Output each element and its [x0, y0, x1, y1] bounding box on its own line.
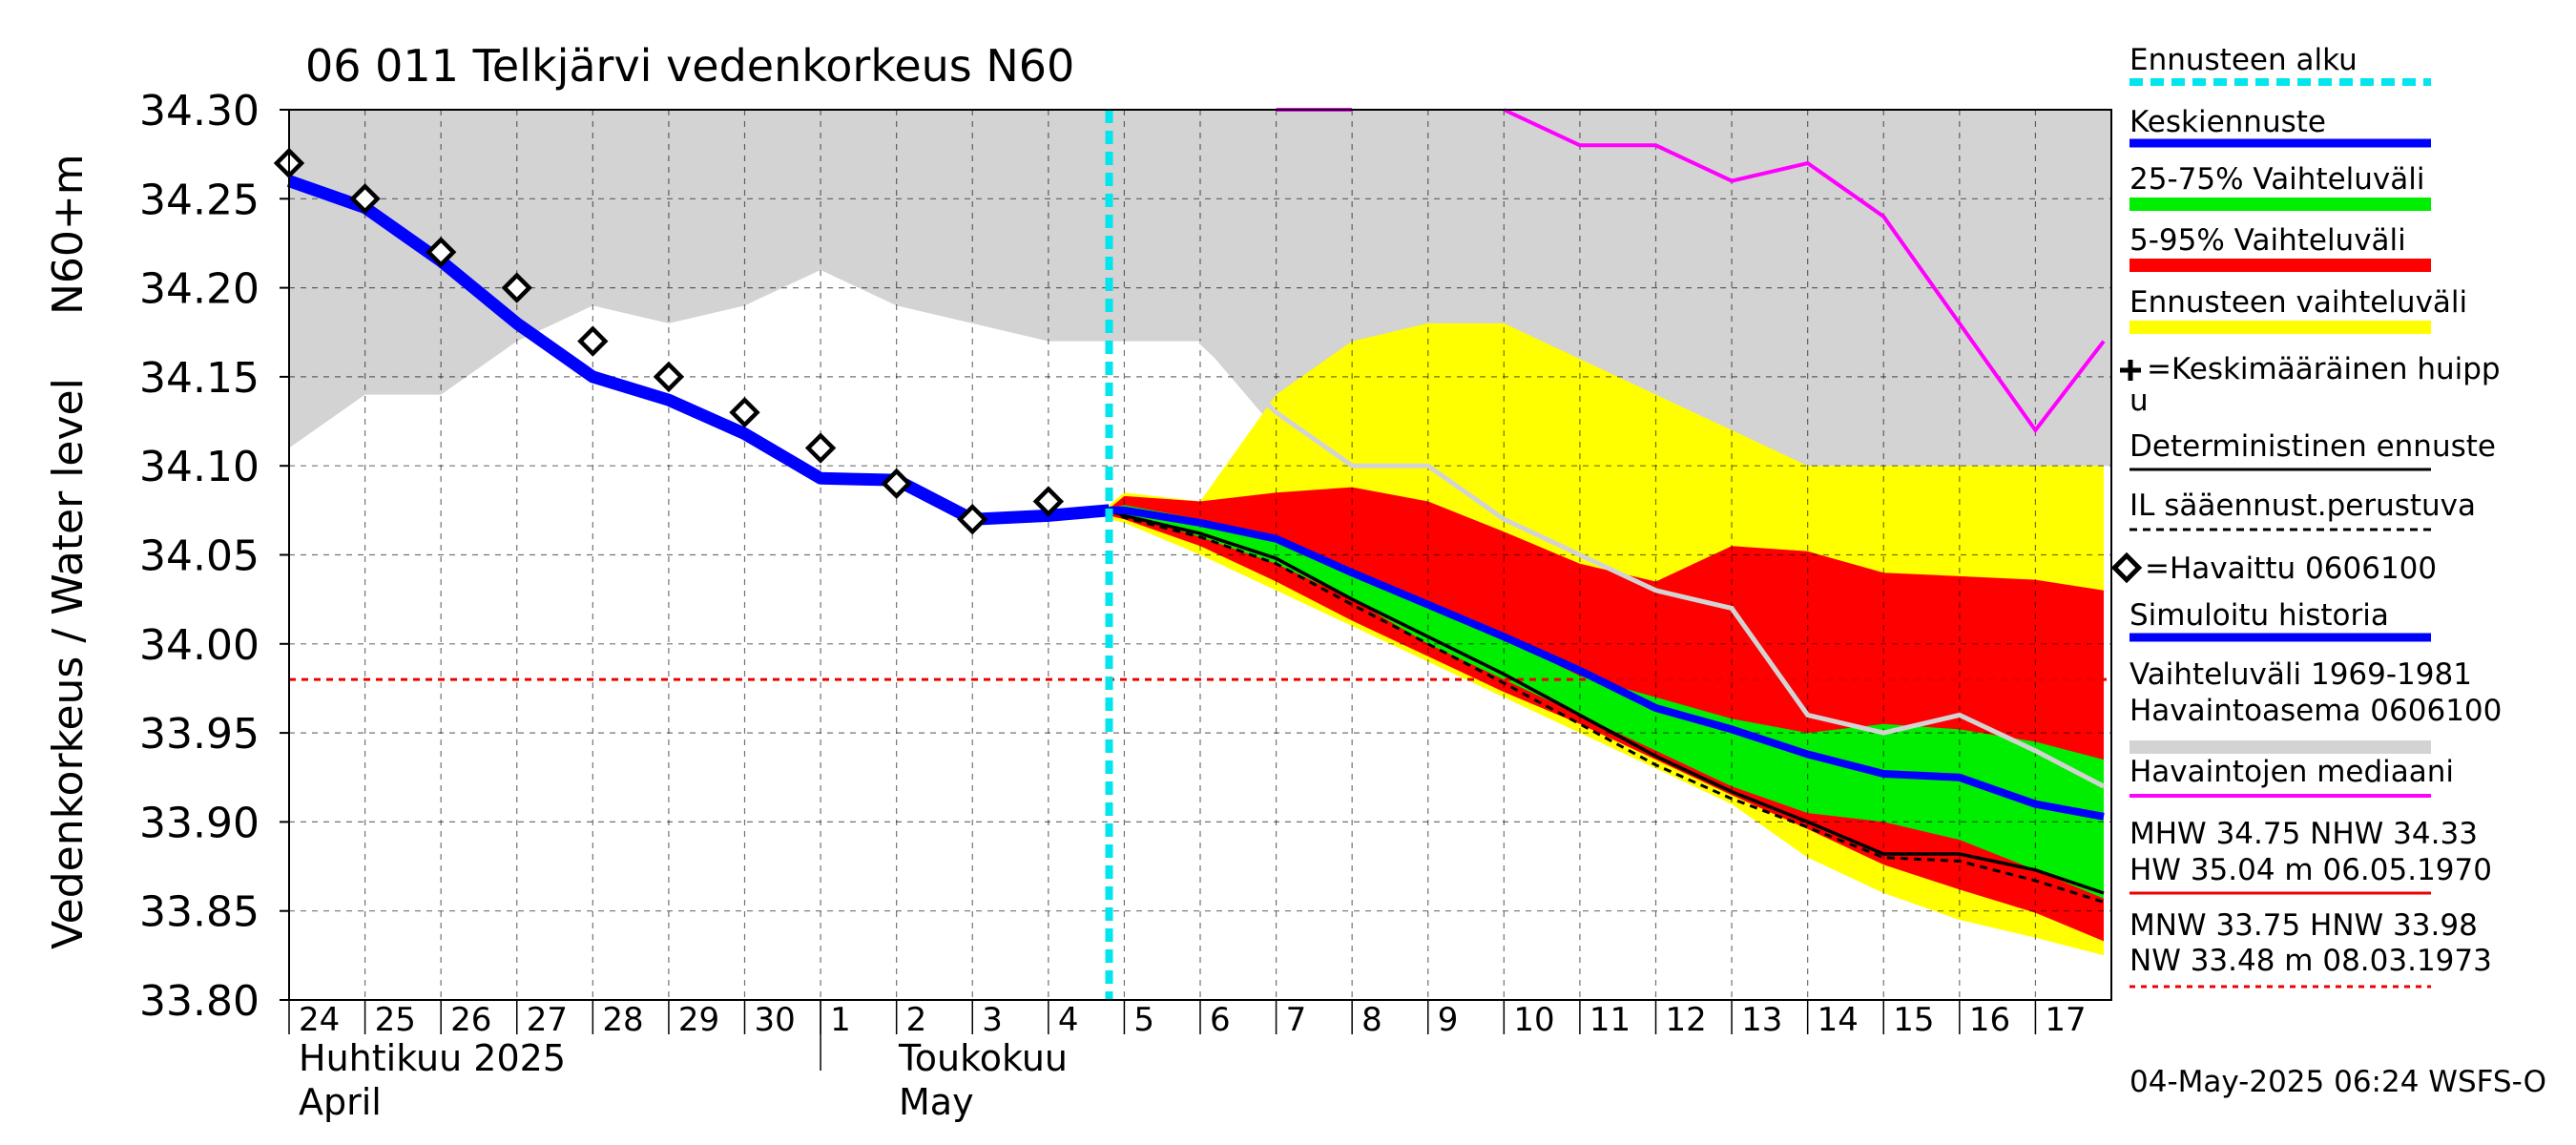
observed-point — [881, 468, 912, 500]
band-25-75 — [1109, 505, 2104, 899]
x-tick-label: 28 — [602, 1001, 643, 1039]
x-tick-label: 1 — [830, 1001, 851, 1039]
legend-stats-low-1: MNW 33.75 HNW 33.98 — [2129, 908, 2478, 943]
observed-points-layer — [273, 147, 1065, 535]
legend-median: Keskiennuste — [2129, 105, 2326, 139]
x-tick-label: 13 — [1741, 1001, 1782, 1039]
observed-point — [501, 272, 532, 303]
x-tick-label: 24 — [299, 1001, 340, 1039]
y-tick-label: 34.25 — [139, 176, 260, 224]
il-forecast-line — [1108, 509, 2105, 904]
legend-history-range: Vaihteluväli 1969-1981 — [2129, 657, 2472, 692]
median-forecast-line — [1109, 506, 2105, 821]
diamond-marker-icon — [2110, 552, 2143, 584]
x-tick-label: 11 — [1589, 1001, 1631, 1039]
x-tick-label: 17 — [2045, 1001, 2086, 1039]
y-tick-label: 33.95 — [139, 710, 260, 759]
legend-history-station: Havaintoasema 0606100 — [2129, 694, 2502, 728]
y-tick-label: 34.30 — [139, 87, 260, 135]
y-tick-label: 34.10 — [139, 443, 260, 491]
x-tick-label: 4 — [1058, 1001, 1079, 1039]
y-axis-unit: N60+m — [44, 154, 93, 315]
legend-forecast-start: Ennusteen alku — [2129, 43, 2358, 77]
x-tick-label: 6 — [1210, 1001, 1231, 1039]
x-tick-label: 10 — [1513, 1001, 1554, 1039]
footer-timestamp: 04-May-2025 06:24 WSFS-O — [2129, 1065, 2546, 1099]
y-tick-label: 34.05 — [139, 532, 260, 581]
history-max-line — [1503, 108, 2106, 434]
legend-stats-high-2: HW 35.04 m 06.05.1970 — [2129, 853, 2492, 887]
legend-mean-peak: =Keskimääräinen huipp — [2147, 352, 2501, 386]
plus-marker-icon — [2120, 360, 2141, 381]
history-median-line — [1198, 339, 2106, 789]
lines-layer — [286, 108, 2111, 1000]
legend-il: IL sääennust.perustuva — [2129, 489, 2476, 523]
x-tick-label: 7 — [1286, 1001, 1307, 1039]
legend-25-75: 25-75% Vaihteluväli — [2129, 162, 2425, 197]
x-tick-label: 8 — [1361, 1001, 1382, 1039]
y-tick-label: 34.00 — [139, 621, 260, 670]
legend-stats-low-2: NW 33.48 m 08.03.1973 — [2129, 944, 2492, 978]
x-axis-ticks: 24 25 26 27 28 29 30 1 2 3 4 5 6 7 8 9 10 11 12 13 14 15 16 17 — [288, 1000, 2087, 1071]
x-tick-label: 26 — [450, 1001, 491, 1039]
x-tick-label: 29 — [678, 1001, 719, 1039]
observed-point — [729, 397, 760, 428]
month1-en: April — [299, 1081, 382, 1123]
observed-point — [804, 432, 837, 464]
legend-5-95: 5-95% Vaihteluväli — [2129, 223, 2406, 258]
month2-en: May — [899, 1081, 974, 1123]
observed-point — [1032, 486, 1065, 517]
y-tick-label: 34.20 — [139, 265, 260, 314]
x-tick-label: 16 — [1969, 1001, 2010, 1039]
legend-history-median: Havaintojen mediaani — [2129, 755, 2454, 789]
y-tick-label: 33.80 — [139, 977, 260, 1026]
observed-point — [349, 183, 381, 215]
legend-simulated-history: Simuloitu historia — [2129, 598, 2389, 633]
legend-observed: =Havaittu 0606100 — [2145, 552, 2437, 586]
x-tick-label: 30 — [755, 1001, 796, 1039]
y-axis-label: Vedenkorkeus / Water level — [44, 378, 93, 949]
x-tick-label: 3 — [982, 1001, 1003, 1039]
month1-fi: Huhtikuu 2025 — [299, 1037, 566, 1079]
legend-stats-high-1: MHW 34.75 NHW 34.33 — [2129, 817, 2478, 851]
observed-point — [653, 361, 685, 393]
legend: Ennusteen alku Keskiennuste 25-75% Vaiht… — [2110, 43, 2502, 989]
observed-point — [957, 503, 988, 535]
legend-forecast-range: Ennusteen vaihteluväli — [2129, 285, 2467, 320]
x-tick-label: 2 — [906, 1001, 927, 1039]
y-tick-label: 33.85 — [139, 888, 260, 937]
observed-point — [425, 237, 457, 268]
x-tick-label: 25 — [375, 1001, 416, 1039]
deterministic-forecast-line — [1108, 509, 2105, 895]
x-tick-label: 14 — [1818, 1001, 1859, 1039]
observed-point — [577, 325, 609, 357]
y-tick-label: 34.15 — [139, 354, 260, 403]
x-tick-label: 12 — [1666, 1001, 1707, 1039]
legend-mean-peak-cont: u — [2129, 384, 2149, 418]
month2-fi: Toukokuu — [898, 1037, 1068, 1079]
x-tick-label: 9 — [1438, 1001, 1459, 1039]
legend-deterministic: Deterministinen ennuste — [2129, 429, 2496, 464]
x-tick-label: 27 — [527, 1001, 568, 1039]
x-tick-label: 5 — [1133, 1001, 1154, 1039]
y-axis-ticks: 33.80 33.85 33.90 33.95 34.00 34.05 34.10 34.15… — [139, 87, 289, 1026]
y-tick-label: 33.90 — [139, 799, 260, 847]
x-tick-label: 15 — [1893, 1001, 1934, 1039]
chart-title: 06 011 Telkjärvi vedenkorkeus N60 — [305, 40, 1074, 92]
